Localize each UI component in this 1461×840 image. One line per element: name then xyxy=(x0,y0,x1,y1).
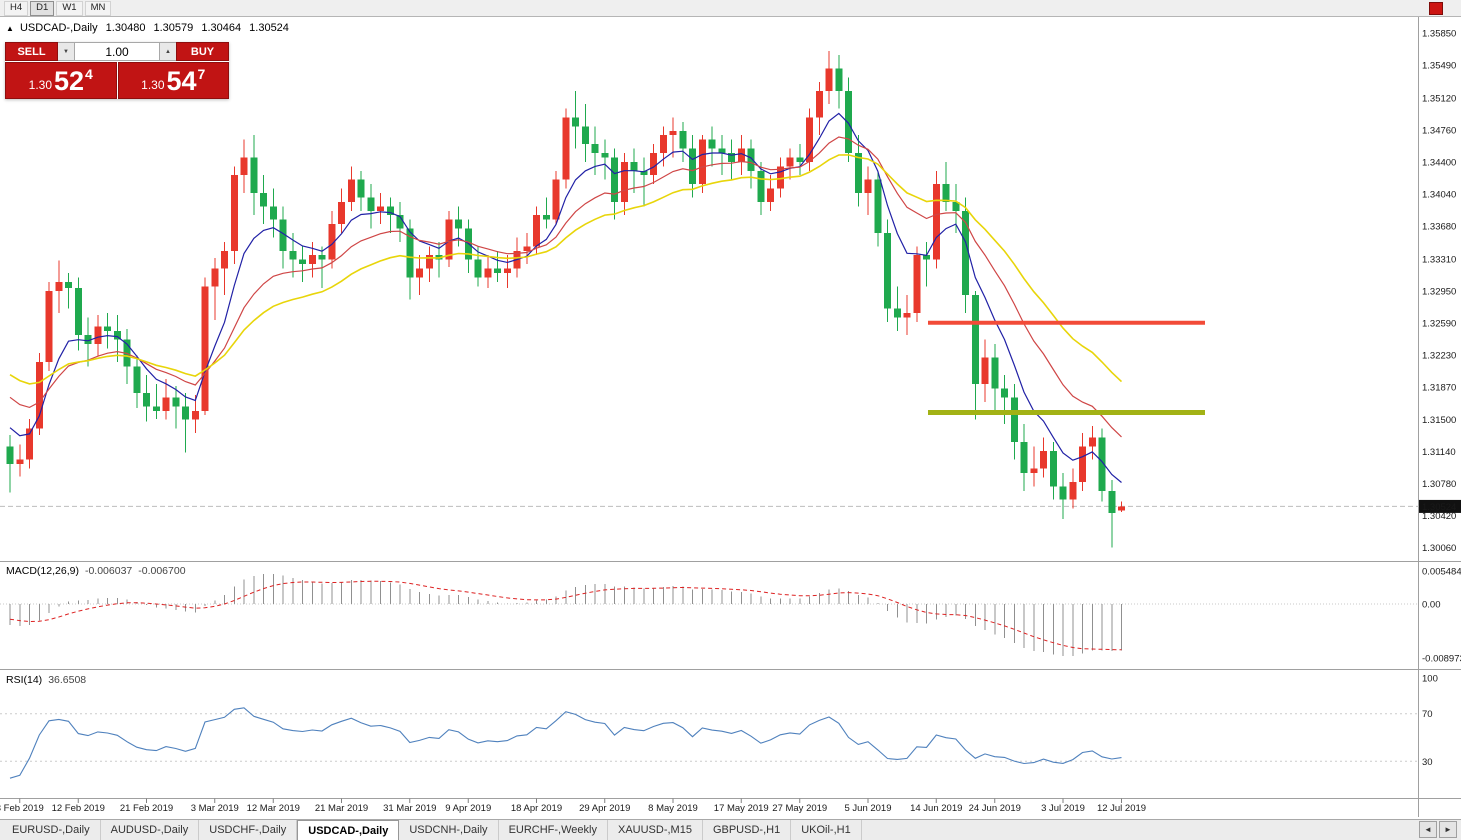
macd-signal-line xyxy=(9,580,1122,651)
price-axis-label: 1.33310 xyxy=(1422,254,1456,265)
buy-price-big: 54 xyxy=(166,66,197,97)
timeframe-toolbar: H4 D1 W1 MN xyxy=(0,0,1461,17)
ohlc-close: 1.30524 xyxy=(249,22,289,34)
macd-value-signal: -0.006700 xyxy=(138,565,186,577)
price-axis-label: 1.32230 xyxy=(1422,350,1456,361)
price-axis-label: 1.34760 xyxy=(1422,125,1456,136)
tab-ukoil-h1[interactable]: UKOil-,H1 xyxy=(791,820,862,840)
date-axis-label: 12 Feb 2019 xyxy=(52,803,105,814)
price-axis-label: 1.31500 xyxy=(1422,415,1456,426)
volume-up-button[interactable]: ▲ xyxy=(160,42,176,61)
candlestick-series xyxy=(6,50,1125,548)
price-axis-label: 1.35850 xyxy=(1422,29,1456,40)
price-axis-label: 1.34040 xyxy=(1422,189,1456,200)
date-axis-label: 12 Mar 2019 xyxy=(247,803,300,814)
tf-h4-button[interactable]: H4 xyxy=(4,0,29,16)
date-axis-label: 31 Mar 2019 xyxy=(383,803,436,814)
price-axis-label: 1.30060 xyxy=(1422,543,1456,554)
buy-price-tile[interactable]: 1.30 54 7 xyxy=(117,62,229,99)
date-axis-label: 14 Jun 2019 xyxy=(910,803,962,814)
rsi-value: 36.6508 xyxy=(48,674,87,686)
date-axis-label: 3 Mar 2019 xyxy=(191,803,239,814)
chart-tabs-bar: EURUSD-,Daily AUDUSD-,Daily USDCHF-,Dail… xyxy=(0,819,1461,840)
rsi-indicator-label: RSI(14) 36.6508 xyxy=(6,674,86,686)
date-axis-label: 9 Apr 2019 xyxy=(445,803,491,814)
macd-value-main: -0.006037 xyxy=(84,565,133,577)
date-axis-label: 17 May 2019 xyxy=(714,803,769,814)
date-axis-label: 29 Apr 2019 xyxy=(579,803,630,814)
price-axis-label: 1.30420 xyxy=(1422,511,1456,522)
ohlc-high: 1.30579 xyxy=(153,22,194,34)
tab-eurchf-weekly[interactable]: EURCHF-,Weekly xyxy=(498,820,608,840)
rsi-line xyxy=(9,707,1122,779)
date-axis-label: 21 Feb 2019 xyxy=(120,803,173,814)
price-axis-label: 1.32590 xyxy=(1422,318,1456,329)
sell-price-tile[interactable]: 1.30 52 4 xyxy=(5,62,117,99)
tf-mn-button[interactable]: MN xyxy=(84,0,112,16)
macd-axis-label: 0.00 xyxy=(1422,600,1441,611)
sell-price-pip: 4 xyxy=(85,66,93,82)
ohlc-open: 1.30480 xyxy=(105,22,146,34)
date-axis-label: 8 May 2019 xyxy=(648,803,698,814)
chart-title: ▲ USDCAD-,Daily 1.30480 1.30579 1.30464 … xyxy=(6,22,294,34)
buy-price-prefix: 1.30 xyxy=(141,78,165,92)
price-axis-label: 1.30780 xyxy=(1422,479,1456,490)
volume-field[interactable]: 1.00 xyxy=(74,42,160,61)
ma-slow-line xyxy=(9,154,1123,385)
tabs-scroll-right-button[interactable]: ► xyxy=(1439,821,1457,838)
price-axis-label: 1.31140 xyxy=(1422,447,1456,458)
rsi-axis-label: 100 xyxy=(1422,674,1438,685)
ohlc-low: 1.30464 xyxy=(201,22,242,34)
sell-price-big: 52 xyxy=(54,66,85,97)
ma-mid-line xyxy=(9,136,1122,438)
tab-eurusd-daily[interactable]: EURUSD-,Daily xyxy=(2,820,101,840)
macd-histogram xyxy=(9,573,1122,657)
price-axis-label: 1.35490 xyxy=(1422,61,1456,72)
chart-symbol-label: USDCAD-,Daily xyxy=(19,22,98,34)
date-axis-label: 18 Apr 2019 xyxy=(511,803,562,814)
toolbar-chart-icon[interactable] xyxy=(1429,1,1443,15)
tab-usdcad-daily[interactable]: USDCAD-,Daily xyxy=(297,820,400,840)
macd-name: MACD(12,26,9) xyxy=(6,565,79,577)
volume-down-button[interactable]: ▼ xyxy=(58,42,74,61)
buy-button[interactable]: BUY xyxy=(176,42,229,61)
tab-xauusd-m15[interactable]: XAUUSD-,M15 xyxy=(607,820,703,840)
price-axis-label: 1.32950 xyxy=(1422,286,1456,297)
tf-d1-button[interactable]: D1 xyxy=(30,0,55,16)
tab-audusd-daily[interactable]: AUDUSD-,Daily xyxy=(100,820,200,840)
rsi-name: RSI(14) xyxy=(6,674,43,686)
rsi-axis-label: 70 xyxy=(1422,709,1433,720)
one-click-trading-panel: SELL ▼ 1.00 ▲ BUY 1.30 52 4 1.30 54 7 xyxy=(5,42,229,99)
price-axis-label: 1.33680 xyxy=(1422,221,1456,232)
date-axis-label: 5 Jun 2019 xyxy=(844,803,891,814)
date-axis-label: 12 Jul 2019 xyxy=(1097,803,1146,814)
tabs-scroll-left-button[interactable]: ◄ xyxy=(1419,821,1437,838)
current-price-badge-text: 1.30524 xyxy=(1422,502,1456,513)
date-axis-label: 3 Feb 2019 xyxy=(0,803,44,814)
tf-w1-button[interactable]: W1 xyxy=(56,0,83,16)
date-axis-label: 27 May 2019 xyxy=(772,803,827,814)
buy-price-pip: 7 xyxy=(197,66,206,82)
tab-gbpusd-h1[interactable]: GBPUSD-,H1 xyxy=(702,820,792,840)
date-axis-label: 21 Mar 2019 xyxy=(315,803,368,814)
price-axis-label: 1.31870 xyxy=(1422,382,1456,393)
chart-marker-icon: ▲ xyxy=(6,24,14,33)
sell-button[interactable]: SELL xyxy=(5,42,58,61)
tab-usdchf-daily[interactable]: USDCHF-,Daily xyxy=(199,820,298,840)
tab-usdcnh-daily[interactable]: USDCNH-,Daily xyxy=(399,820,499,840)
current-price-badge xyxy=(1419,499,1461,513)
rsi-axis-label: 30 xyxy=(1422,757,1433,768)
macd-axis-label: -0.008973 xyxy=(1422,654,1461,665)
ma-fast-line xyxy=(9,112,1122,483)
macd-indicator-label: MACD(12,26,9) -0.006037 -0.006700 xyxy=(6,565,186,577)
date-axis-label: 24 Jun 2019 xyxy=(969,803,1021,814)
macd-axis-label: 0.005484 xyxy=(1422,566,1461,577)
date-axis-label: 3 Jul 2019 xyxy=(1041,803,1085,814)
sell-price-prefix: 1.30 xyxy=(28,78,52,92)
price-axis-label: 1.34400 xyxy=(1422,157,1456,168)
price-axis-label: 1.35120 xyxy=(1422,93,1456,104)
